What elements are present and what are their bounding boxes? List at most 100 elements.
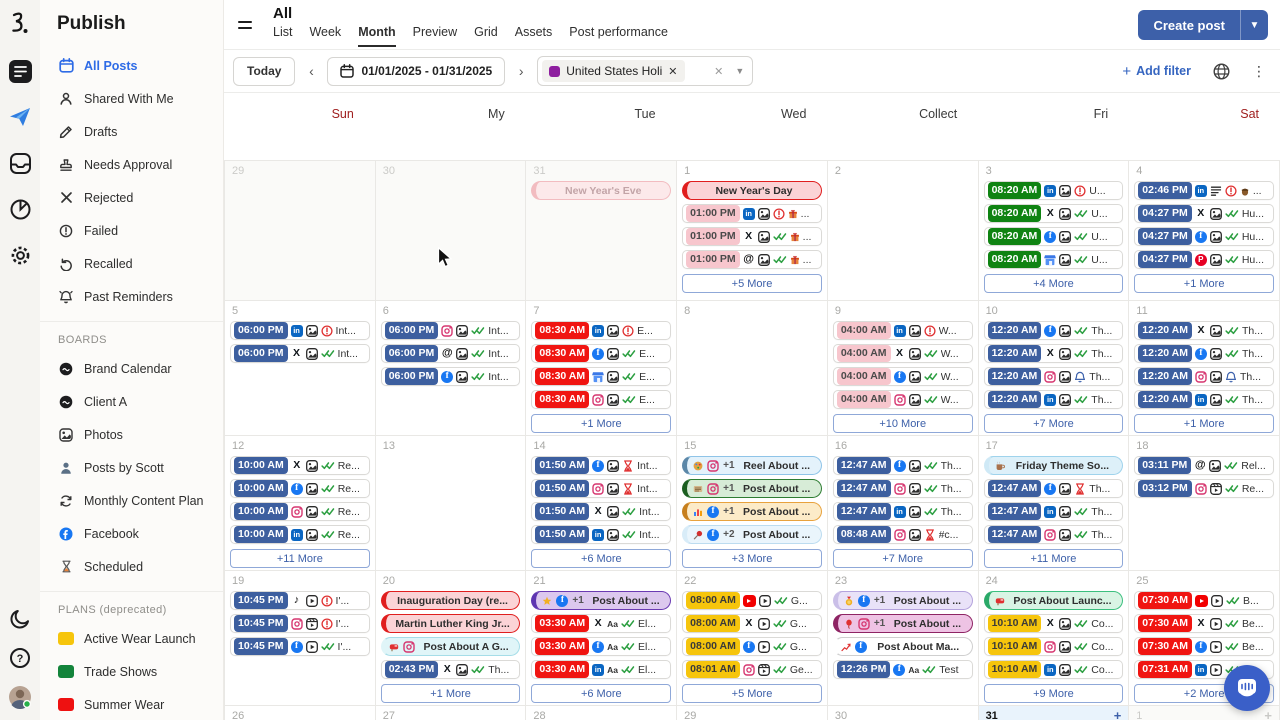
post-entry[interactable]: 04:27 PM X Hu...: [1134, 204, 1274, 223]
day-cell[interactable]: 30: [375, 161, 527, 301]
day-cell[interactable]: 1 New Year's Day 01:00 PM in... 01:00 PM X...…: [677, 161, 828, 301]
board-item-client-a[interactable]: Client A: [40, 385, 223, 418]
show-more-button[interactable]: +1 More: [380, 684, 521, 703]
day-cell[interactable]: 20 Inauguration Day (re... Martin Luther K…: [375, 571, 527, 706]
day-cell[interactable]: 27: [375, 706, 527, 720]
plan-item-summer-wear[interactable]: Summer Wear: [40, 688, 223, 720]
show-more-button[interactable]: +5 More: [682, 684, 822, 703]
sidebar-item-failed[interactable]: Failed: [40, 214, 223, 247]
post-entry[interactable]: 04:27 PM f Hu...: [1134, 227, 1274, 246]
post-entry[interactable]: 07:30 AM X Be...: [1134, 614, 1274, 633]
chip-remove-icon[interactable]: ✕: [668, 65, 678, 78]
board-item-posts-by-scott[interactable]: Posts by Scott: [40, 451, 223, 484]
show-more-button[interactable]: +1 More: [1134, 414, 1274, 433]
post-entry[interactable]: 06:00 PM in Int...: [230, 321, 370, 340]
day-cell[interactable]: 16 12:47 AM f Th... 12:47 AM Th... 12:47 AM in T…: [827, 436, 979, 571]
post-entry[interactable]: 12:20 AM f Th...: [983, 321, 1124, 340]
board-item-monthly-content-plan[interactable]: Monthly Content Plan: [40, 484, 223, 517]
board-item-brand-calendar[interactable]: Brand Calendar: [40, 352, 223, 385]
tab-week[interactable]: Week: [309, 25, 342, 39]
show-more-button[interactable]: +1 More: [1134, 274, 1274, 293]
post-entry[interactable]: 08:01 AM Ge...: [682, 660, 822, 679]
notes-icon[interactable]: [7, 58, 33, 84]
hamburger-menu-icon[interactable]: [238, 15, 258, 35]
day-cell[interactable]: 25 07:30 AM B... 07:30 AM X Be... 07:30 AM f Be.…: [1129, 571, 1280, 706]
day-cell[interactable]: 30: [827, 706, 979, 720]
event-pill[interactable]: +1 Reel About ...: [682, 456, 822, 475]
show-more-button[interactable]: +5 More: [682, 274, 822, 293]
day-cell[interactable]: 4 02:46 PM in... 04:27 PM X Hu... 04:27 PM f Hu.…: [1129, 161, 1280, 301]
event-pill[interactable]: Friday Theme So...: [983, 456, 1124, 475]
show-more-button[interactable]: +4 More: [983, 274, 1124, 293]
event-pill[interactable]: Inauguration Day (re...: [380, 591, 521, 610]
label-filter-select[interactable]: United States Holi ✕ ✕ ▼: [537, 56, 754, 86]
sidebar-item-past-reminders[interactable]: Past Reminders: [40, 280, 223, 313]
show-more-button[interactable]: +9 More: [983, 684, 1124, 703]
post-entry[interactable]: 03:30 AM f Aa El...: [531, 637, 672, 656]
help-icon[interactable]: ?: [7, 645, 33, 671]
post-entry[interactable]: 12:47 AM Th...: [983, 525, 1124, 544]
show-more-button[interactable]: +1 More: [531, 414, 672, 433]
post-entry[interactable]: 01:00 PM in...: [682, 204, 822, 223]
post-entry[interactable]: 12:20 AM X Th...: [983, 344, 1124, 363]
sidebar-item-drafts[interactable]: Drafts: [40, 115, 223, 148]
post-entry[interactable]: 08:20 AM in U...: [983, 181, 1124, 200]
user-avatar[interactable]: [7, 684, 33, 710]
day-cell[interactable]: 19 10:45 PM ♪ I'... 10:45 PM I'... 10:45 PM f I'…: [225, 571, 376, 706]
day-cell[interactable]: 3 08:20 AM in U... 08:20 AM X U... 08:20 AM f U..…: [978, 161, 1130, 301]
show-more-button[interactable]: +6 More: [531, 684, 672, 703]
post-entry[interactable]: 12:20 AM X Th...: [1134, 321, 1274, 340]
sidebar-item-needs-approval[interactable]: Needs Approval: [40, 148, 223, 181]
day-cell[interactable]: 29: [677, 706, 828, 720]
post-entry[interactable]: 12:47 AM f Th...: [983, 479, 1124, 498]
event-pill[interactable]: +1 Post About ...: [682, 479, 822, 498]
day-cell[interactable]: 12 10:00 AM X Re... 10:00 AM f Re... 10:00 AM Re…: [225, 436, 376, 571]
show-more-button[interactable]: +10 More: [832, 414, 973, 433]
post-entry[interactable]: 10:45 PM ♪ I'...: [230, 591, 370, 610]
post-entry[interactable]: 10:45 PM f I'...: [230, 637, 370, 656]
post-entry[interactable]: 10:00 AM X Re...: [230, 456, 370, 475]
post-entry[interactable]: 01:50 AM Int...: [531, 479, 672, 498]
day-cell[interactable]: 5 06:00 PM in Int... 06:00 PM X Int...: [225, 301, 376, 436]
event-pill[interactable]: Martin Luther King Jr...: [380, 614, 521, 633]
day-cell[interactable]: 18 03:11 PM @ Rel... 03:12 PM Re...: [1129, 436, 1280, 571]
post-entry[interactable]: 04:27 PM P Hu...: [1134, 250, 1274, 269]
post-entry[interactable]: 04:00 AM X W...: [832, 344, 973, 363]
board-item-scheduled[interactable]: Scheduled: [40, 550, 223, 583]
post-entry[interactable]: 08:30 AM E...: [531, 367, 672, 386]
post-entry[interactable]: 08:00 AM G...: [682, 591, 822, 610]
day-cell[interactable]: 31 +: [978, 706, 1130, 720]
post-entry[interactable]: 03:30 AM in Aa El...: [531, 660, 672, 679]
day-cell[interactable]: 17 Friday Theme So... 12:47 AM f Th... 12:47 …: [978, 436, 1130, 571]
post-entry[interactable]: 08:30 AM f E...: [531, 344, 672, 363]
more-options-kebab-icon[interactable]: ⋮: [1252, 63, 1266, 79]
day-cell[interactable]: 11 12:20 AM X Th... 12:20 AM f Th... 12:20 AM Th…: [1129, 301, 1280, 436]
post-entry[interactable]: 10:10 AM Co...: [983, 637, 1124, 656]
post-entry[interactable]: 06:00 PM Int...: [380, 321, 521, 340]
show-more-button[interactable]: +11 More: [230, 549, 370, 568]
post-entry[interactable]: 10:10 AM in Co...: [983, 660, 1124, 679]
tab-month[interactable]: Month: [358, 25, 396, 47]
post-entry[interactable]: 10:00 AM in Re...: [230, 525, 370, 544]
day-cell[interactable]: 21 f +1 Post About ... 03:30 AM X Aa El... 03:30…: [526, 571, 678, 706]
filter-clear-icon[interactable]: ✕: [714, 65, 724, 78]
post-entry[interactable]: 12:20 AM in Th...: [983, 390, 1124, 409]
post-entry[interactable]: 08:00 AM f G...: [682, 637, 822, 656]
date-range-picker[interactable]: 01/01/2025 - 01/31/2025: [327, 56, 506, 86]
post-entry[interactable]: 01:50 AM in Int...: [531, 525, 672, 544]
show-more-button[interactable]: +3 More: [682, 549, 822, 568]
event-pill[interactable]: +1 Post About ...: [832, 614, 973, 633]
day-cell[interactable]: 10 12:20 AM f Th... 12:20 AM X Th... 12:20 AM Th…: [978, 301, 1130, 436]
post-entry[interactable]: 04:00 AM W...: [832, 390, 973, 409]
show-more-button[interactable]: +7 More: [832, 549, 973, 568]
publish-paper-plane-icon[interactable]: [7, 104, 33, 130]
event-pill[interactable]: f +1 Post About ...: [682, 502, 822, 521]
tab-preview[interactable]: Preview: [412, 25, 458, 39]
pie-chart-icon[interactable]: [7, 196, 33, 222]
today-button[interactable]: Today: [233, 56, 296, 86]
board-item-facebook[interactable]: Facebook: [40, 517, 223, 550]
add-filter-button[interactable]: + Add filter: [1122, 63, 1191, 80]
post-entry[interactable]: 12:20 AM in Th...: [1134, 390, 1274, 409]
create-post-label[interactable]: Create post: [1153, 17, 1225, 33]
day-cell[interactable]: 22 08:00 AM G... 08:00 AM X G... 08:00 AM f G...…: [677, 571, 828, 706]
